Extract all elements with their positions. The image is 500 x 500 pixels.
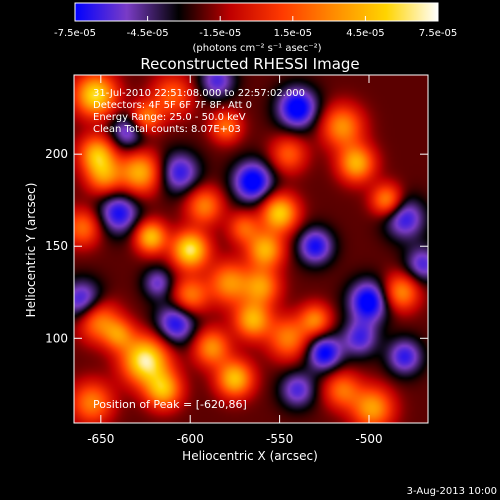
colorbar-tick-label: 1.5e-05 [274, 28, 312, 39]
annotation-line: Clean Total counts: 8.07E+03 [93, 124, 241, 135]
annotations: 31-Jul-2010 22:51:08.000 to 22:57:02.000… [93, 88, 305, 135]
colorbar-tick-label: 7.5e-05 [419, 28, 457, 39]
y-axis-label: Heliocentric Y (arcsec) [24, 183, 38, 318]
colorbar-units-label: (photons cm⁻² s⁻¹ asec⁻²) [192, 43, 321, 54]
x-axis-label: Heliocentric X (arcsec) [182, 449, 318, 463]
axis-ticks: -650 -600 -550 -500 100 150 200 [45, 75, 428, 446]
x-tick-label: -500 [355, 432, 382, 446]
colorbar-tick-label: -1.5e-05 [199, 28, 241, 39]
colorbar-tick-label: -7.5e-05 [54, 28, 96, 39]
colorbar-gradient [74, 2, 439, 22]
colorbar-tick-label: -4.5e-05 [127, 28, 169, 39]
footer-date: 3-Aug-2013 10:00 [407, 486, 497, 497]
y-tick-label: 100 [45, 331, 68, 345]
annotation-line: 31-Jul-2010 22:51:08.000 to 22:57:02.000 [93, 88, 305, 99]
chart-title: Reconstructed RHESSI Image [140, 55, 359, 73]
colorbar-tick-label: 4.5e-05 [346, 28, 384, 39]
x-tick-label: -550 [266, 432, 293, 446]
x-tick-label: -650 [87, 432, 114, 446]
y-tick-label: 150 [45, 239, 68, 253]
plot-area: -650 -600 -550 -500 100 150 200 [45, 74, 429, 446]
peak-position-label: Position of Peak = [-620,86] [93, 398, 247, 411]
plot-frame [73, 74, 429, 424]
annotation-line: Detectors: 4F 5F 6F 7F 8F, Att 0 [93, 100, 252, 111]
heatmap-image [74, 75, 428, 423]
colorbar-ticks: -7.5e-05 -4.5e-05 -1.5e-05 1.5e-05 4.5e-05 7.… [54, 16, 457, 39]
x-tick-label: -600 [177, 432, 204, 446]
y-tick-label: 200 [45, 147, 68, 161]
colorbar: -7.5e-05 -4.5e-05 -1.5e-05 1.5e-05 4.5e-05 7.… [54, 2, 457, 54]
annotation-line: Energy Range: 25.0 - 50.0 keV [93, 112, 246, 123]
